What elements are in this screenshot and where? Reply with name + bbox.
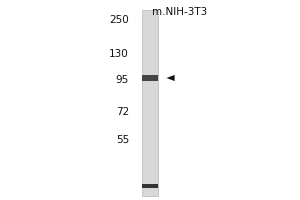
Bar — [142, 184, 158, 188]
Text: 250: 250 — [109, 15, 129, 25]
Polygon shape — [167, 75, 175, 81]
Bar — [142, 75, 158, 81]
Text: 130: 130 — [109, 49, 129, 59]
Text: 95: 95 — [116, 75, 129, 85]
Text: 72: 72 — [116, 107, 129, 117]
Text: 55: 55 — [116, 135, 129, 145]
Bar — [142, 10, 158, 196]
Text: m.NIH-3T3: m.NIH-3T3 — [152, 7, 208, 17]
